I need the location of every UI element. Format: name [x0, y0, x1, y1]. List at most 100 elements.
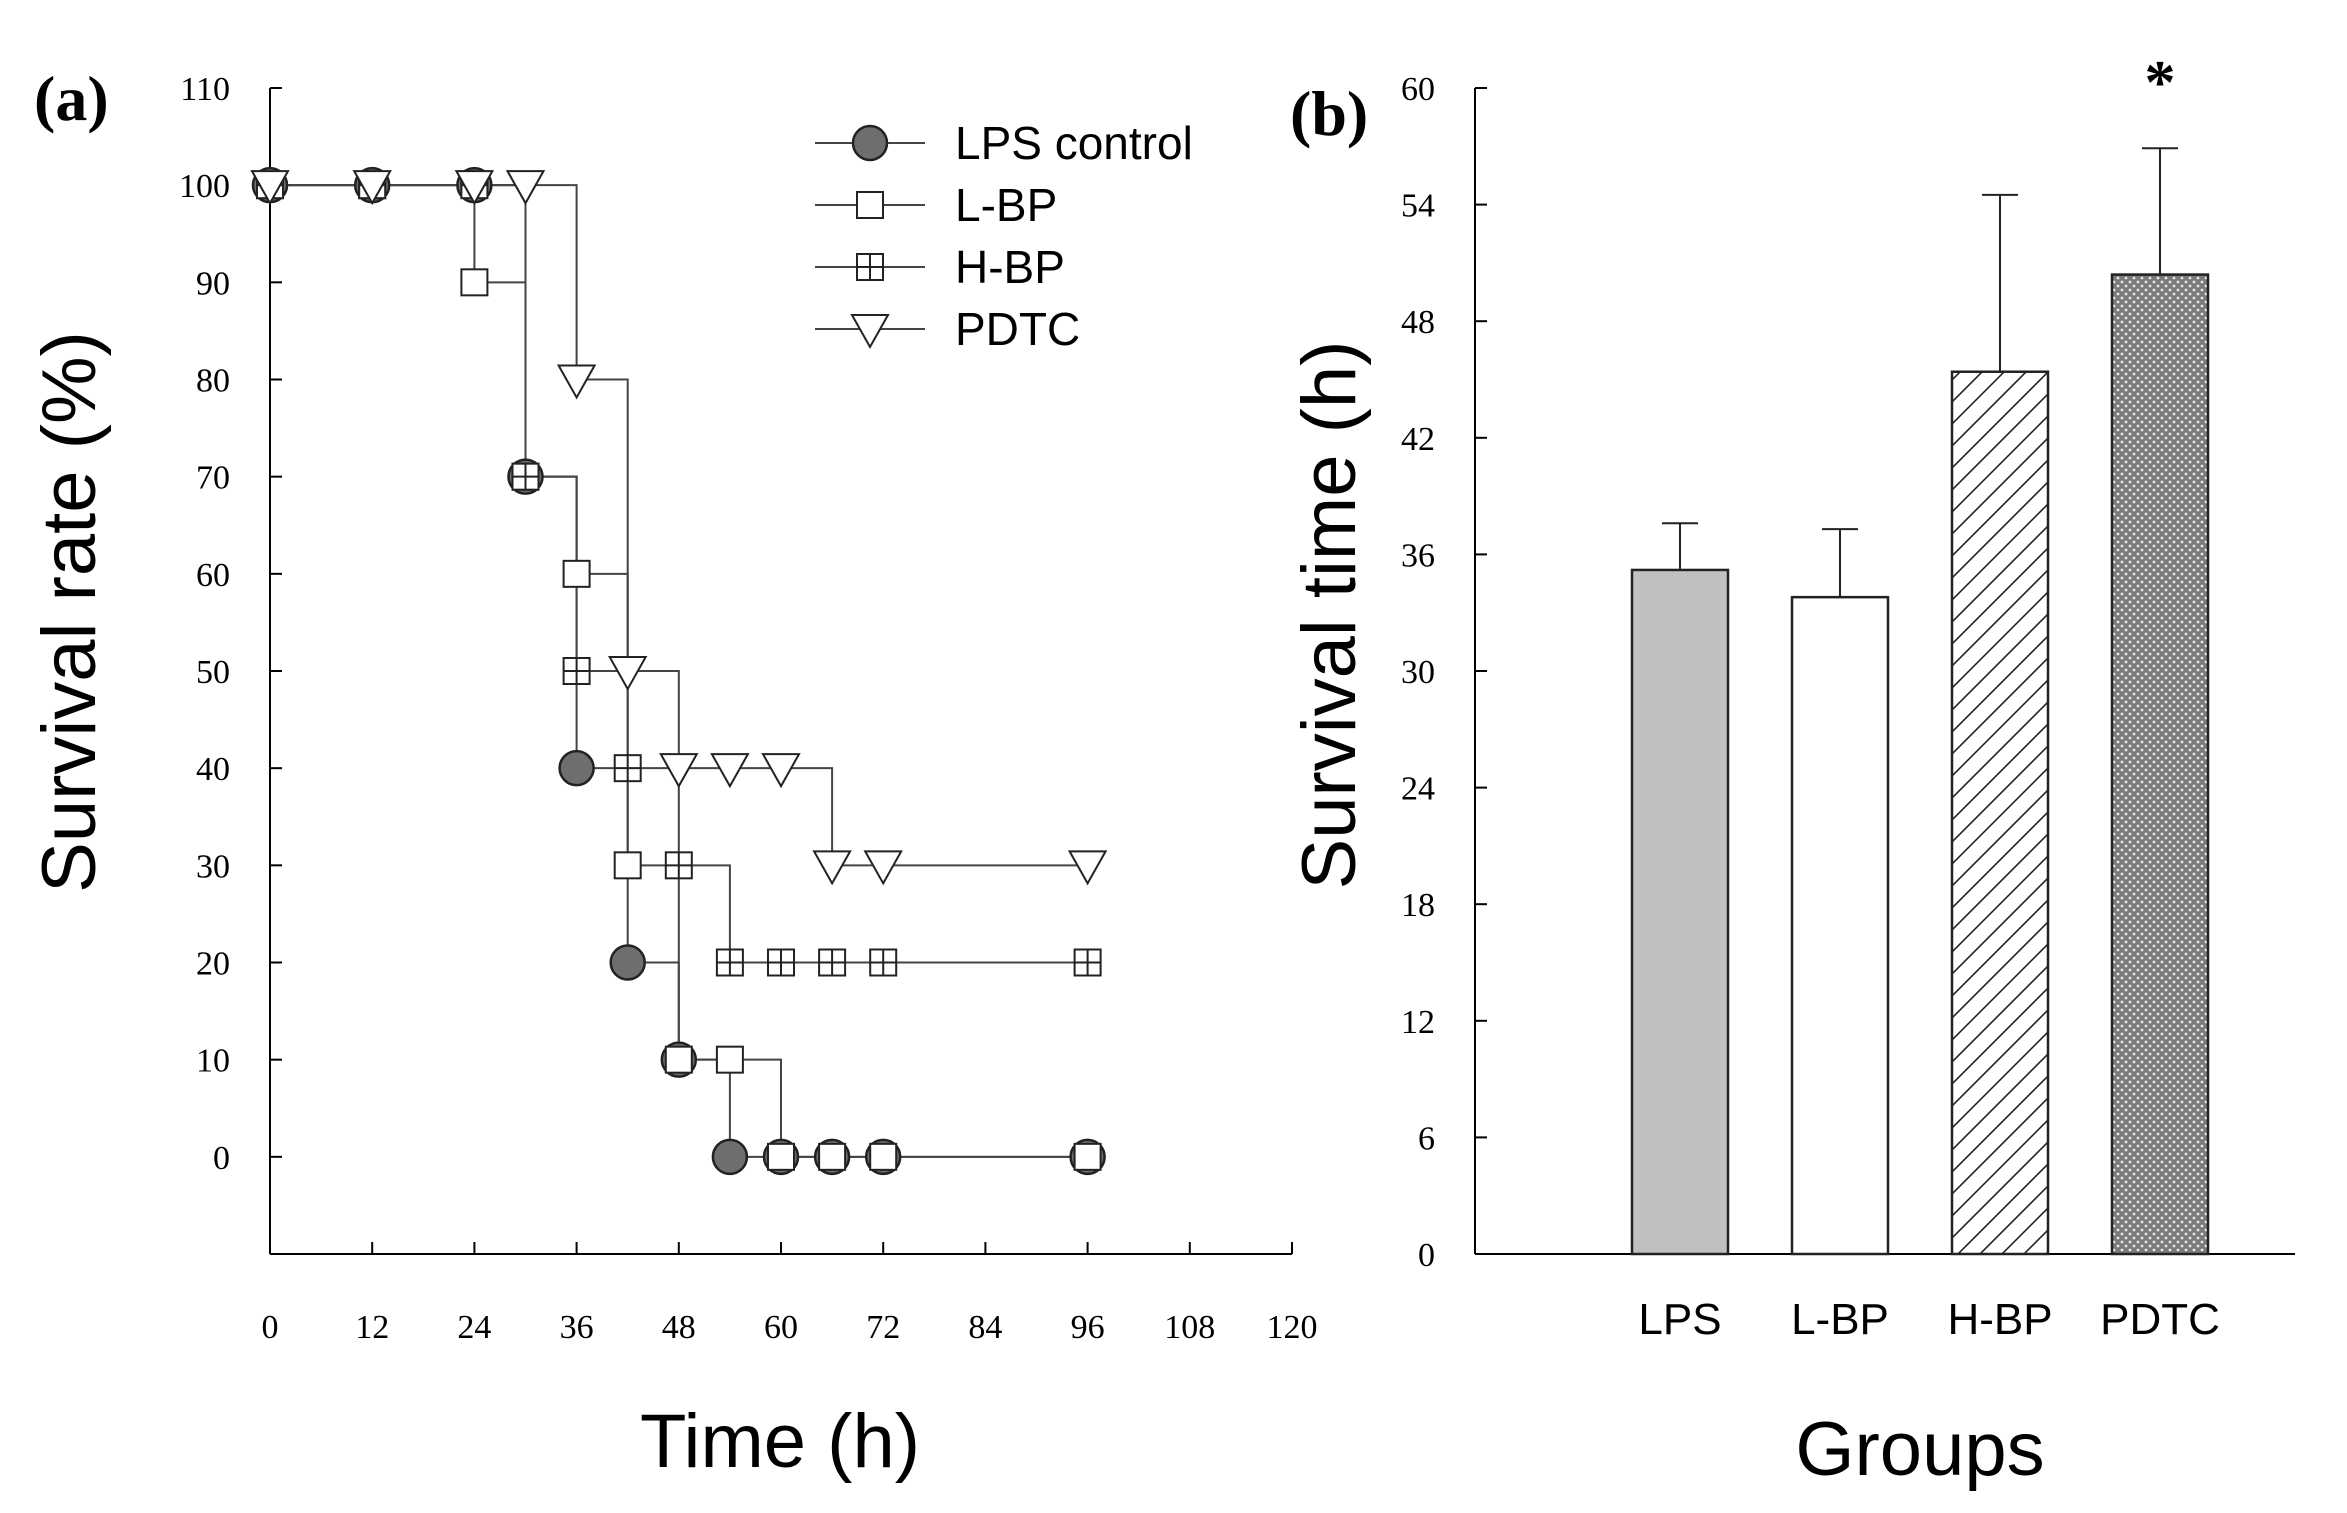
marker-pdtc [454, 170, 495, 206]
panel-label-a: (a) [34, 63, 109, 134]
marker-l-bp [664, 1045, 693, 1074]
legend-label: L-BP [955, 179, 1057, 231]
legend-marker [856, 191, 884, 219]
y-tick-label-a: 20 [196, 946, 230, 983]
marker-pdtc [250, 170, 290, 206]
bar-lps [1630, 568, 1730, 1256]
bar-pdtc [2110, 273, 2210, 1256]
legend-label: PDTC [955, 303, 1080, 355]
marker-l-bp [869, 1142, 898, 1171]
bar-l-bp [1790, 595, 1890, 1256]
y-tick-label-a: 40 [196, 751, 230, 788]
bar-h-bp [1950, 370, 2050, 1256]
y-tick-label-a: 100 [179, 168, 230, 205]
legend-label: H-BP [955, 241, 1065, 293]
marker-h-bp-cross [512, 463, 539, 490]
y-tick-label-b: 48 [1401, 304, 1435, 341]
legend-marker [851, 124, 889, 162]
x-tick-label-a: 72 [866, 1309, 900, 1346]
panel-label-b: (b) [1290, 78, 1368, 149]
marker-h-bp [715, 948, 744, 977]
y-tick-label-a: 50 [196, 654, 230, 691]
marker-pdtc [812, 850, 852, 886]
y-tick-label-b: 24 [1401, 771, 1435, 808]
y-tick-label-b: 60 [1401, 71, 1435, 108]
category-label-lps: LPS [1638, 1295, 1721, 1344]
marker-pdtc [659, 753, 699, 789]
x-tick-label-a: 36 [560, 1309, 594, 1346]
legend-label: LPS control [955, 117, 1193, 169]
legend-marker [850, 314, 890, 350]
marker-h-bp-cross [819, 949, 846, 976]
y-tick-label-a: 70 [196, 460, 230, 497]
marker-h-bp [511, 462, 540, 491]
y-tick-label-b: 18 [1401, 887, 1435, 924]
x-tick-label-a: 96 [1071, 1309, 1105, 1346]
marker-h-bp-cross [563, 658, 590, 684]
survival-rate-chart: (a) 0 10 20 30 40 50 60 70 80 90 100 110 0 12 24 36 48 60… [27, 63, 1318, 1484]
bar-group-lps: LPS [1630, 522, 1730, 1344]
y-tick-label-b: 12 [1401, 1004, 1435, 1041]
y-tick-label-a: 30 [196, 848, 230, 885]
y-tick-label-b: 42 [1401, 421, 1435, 458]
x-tick-label-a: 60 [764, 1309, 798, 1346]
marker-h-bp-cross [1074, 949, 1101, 976]
marker-l-bp [613, 851, 642, 880]
marker-pdtc [556, 364, 597, 400]
bar-group-l-bp: L-BP [1790, 528, 1890, 1344]
y-tick-label-a: 80 [196, 363, 230, 400]
marker-h-bp-cross [614, 755, 641, 782]
marker-h-bp [613, 754, 642, 783]
marker-h-bp [562, 657, 591, 685]
x-tick-label-a: 0 [262, 1309, 279, 1346]
bar-group-pdtc: PDTC * [2100, 49, 2220, 1344]
x-tick-label-a: 84 [968, 1309, 1002, 1346]
marker-l-bp [767, 1142, 795, 1171]
step-line-h-bp [270, 184, 1088, 964]
marker-l-bp [562, 559, 591, 588]
x-axis-title-b: Groups [1795, 1407, 2044, 1492]
marker-l-bp [460, 268, 489, 297]
marker-lps-control [609, 944, 646, 981]
x-tick-label-a: 120 [1267, 1309, 1318, 1346]
step-line-pdtc [270, 184, 1088, 867]
survival-axes: 0 10 20 30 40 50 60 70 80 90 100 110 0 12 24 36 48 60 72 84… [179, 71, 1318, 1346]
y-tick-label-b: 36 [1401, 537, 1435, 574]
y-tick-label-b: 54 [1401, 188, 1435, 225]
x-tick-label-a: 12 [355, 1309, 389, 1346]
x-axis-title-a: Time (h) [640, 1399, 920, 1484]
y-tick-label-b: 6 [1418, 1120, 1435, 1157]
marker-pdtc [761, 753, 801, 789]
legend-item: PDTC [815, 303, 1080, 355]
bar-group-h-bp: H-BP [1947, 193, 2053, 1344]
marker-pdtc [710, 753, 750, 789]
legend-marker-cross [857, 254, 883, 280]
legend: LPS control L-BP H-BP PDTC [815, 117, 1193, 355]
marker-lps-control [558, 749, 595, 787]
x-tick-label-a: 108 [1164, 1309, 1215, 1346]
y-tick-label-b: 0 [1418, 1237, 1435, 1274]
marker-h-bp-cross [870, 949, 897, 976]
y-axis-title-b: Survival time (h) [1287, 341, 1372, 890]
legend-marker [856, 253, 884, 281]
marker-h-bp [767, 948, 795, 977]
marker-l-bp [1073, 1142, 1102, 1171]
marker-h-bp [1073, 948, 1102, 977]
marker-h-bp-cross [716, 949, 743, 976]
category-label-l-bp: L-BP [1791, 1295, 1889, 1344]
marker-pdtc [352, 170, 392, 206]
y-tick-label-a: 110 [180, 71, 230, 108]
marker-pdtc [863, 850, 903, 886]
marker-h-bp-cross [665, 852, 692, 879]
category-label-h-bp: H-BP [1947, 1295, 2052, 1344]
marker-h-bp-cross [768, 949, 794, 976]
marker-h-bp [664, 851, 693, 880]
survival-markers [250, 166, 1108, 1176]
survival-time-bars: LPS L-BP H-BP PDTC * [1630, 49, 2220, 1344]
marker-l-bp [818, 1142, 847, 1171]
x-tick-label-a: 48 [662, 1309, 696, 1346]
y-axis-title-a: Survival rate (%) [27, 331, 112, 893]
marker-h-bp [818, 948, 847, 977]
category-label-pdtc: PDTC [2100, 1295, 2220, 1344]
